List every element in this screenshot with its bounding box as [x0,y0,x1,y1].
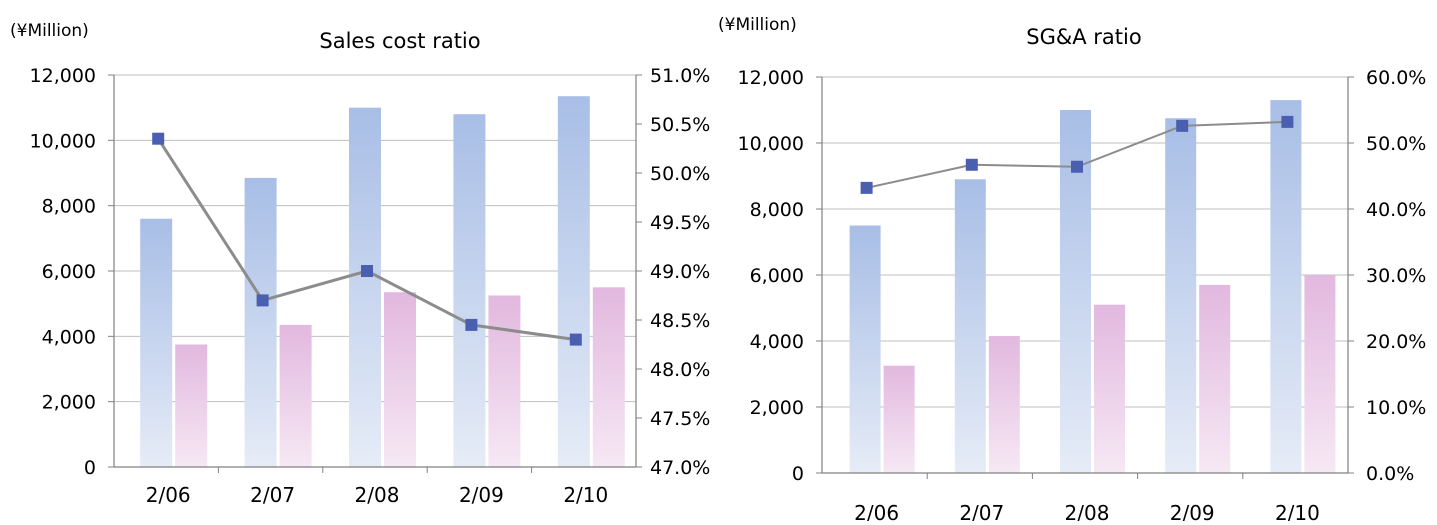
right-axis-tick-label: 51.0% [650,65,710,87]
bar-series2 [1094,304,1125,473]
chart1-unit-label: (¥Million) [10,21,89,41]
bar-series1 [244,177,277,467]
ratio-point-marker [965,158,978,171]
left-axis-tick-label: 2,000 [750,397,804,419]
category-tick-label: 2/08 [355,483,400,507]
ratio-point-marker [569,333,582,346]
right-axis-tick-label: 48.5% [650,310,710,332]
ratio-point-marker [1071,160,1083,173]
left-axis-tick-label: 12,000 [30,65,96,87]
right-axis-tick-label: 60.0% [1366,67,1426,89]
bar-series2 [883,365,915,473]
chart1-bars [140,96,625,468]
left-axis-tick-label: 8,000 [42,196,96,218]
ratio-point-marker [152,132,165,145]
left-axis-tick-label: 10,000 [30,130,96,152]
sga-ratio-chart: (¥Million) SG&A ratio 0 2,000 4,000 6,000 8,… [718,15,1426,525]
bar-series1 [1270,100,1302,473]
category-tick-label: 2/06 [146,483,191,507]
category-tick-label: 2/07 [959,501,1004,521]
left-axis-tick-label: 0 [792,463,804,485]
category-tick-label: 2/06 [854,501,899,521]
right-axis-tick-label: 47.5% [650,408,710,430]
ratio-point-marker [361,265,373,277]
right-axis-tick-label: 50.0% [650,163,710,185]
bar-series1 [849,225,881,473]
chart1-right-axis-ticks: 47.0% 47.5% 48.0% 48.5% 49.0% 49.5% 50.0% 50.5%… [650,65,710,479]
chart1-left-axis-ticks: 0 2,000 4,000 6,000 8,000 10,000 12,000 [30,65,96,479]
category-tick-label: 2/07 [250,483,295,507]
left-axis-tick-label: 4,000 [42,326,96,348]
chart2-axes [816,76,1354,479]
right-axis-tick-label: 40.0% [1366,199,1426,221]
right-axis-tick-label: 0.0% [1366,463,1414,485]
bar-series2 [384,292,416,467]
chart1-ratio-line [152,132,582,346]
right-axis-tick-label: 49.5% [650,212,710,234]
chart2-unit-label: (¥Million) [718,15,797,35]
chart2-right-axis-ticks: 0.0% 10.0% 20.0% 30.0% 40.0% 50.0% 60.0% [1366,67,1426,485]
right-axis-tick-label: 47.0% [650,457,710,479]
chart1-title: Sales cost ratio [319,29,480,53]
bar-series1 [557,96,590,467]
ratio-point-marker [465,318,478,331]
left-axis-tick-label: 0 [84,457,96,479]
left-axis-tick-label: 2,000 [42,392,96,414]
right-axis-tick-label: 20.0% [1366,331,1426,353]
category-tick-label: 2/10 [563,483,608,507]
left-axis-tick-label: 6,000 [750,265,804,287]
right-axis-tick-label: 10.0% [1366,397,1426,419]
bar-series2 [279,324,312,467]
chart2-ratio-line [860,115,1294,194]
bar-series1 [349,107,381,468]
bar-series2 [1199,284,1231,473]
bar-series2 [175,344,208,467]
bar-series2 [1304,275,1336,473]
bar-series1 [954,179,986,474]
chart1-axes [108,74,642,473]
left-axis-tick-label: 4,000 [750,331,804,353]
left-axis-tick-label: 10,000 [738,133,804,155]
bar-series1 [1165,118,1197,473]
sales-cost-ratio-chart: (¥Million) Sales cost ratio 0 2,000 4,000 6… [10,21,710,507]
chart2-category-ticks: 2/06 2/07 2/08 2/09 2/10 [854,501,1320,525]
ratio-point-marker [1281,115,1294,128]
chart2-left-axis-ticks: 0 2,000 4,000 6,000 8,000 10,000 12,000 [738,67,804,485]
ratio-point-marker [256,294,269,307]
ratio-point-marker [1176,119,1189,132]
category-tick-label: 2/08 [1065,501,1110,521]
bar-series2 [592,287,625,467]
right-axis-tick-label: 30.0% [1366,265,1426,287]
chart1-category-ticks: 2/06 2/07 2/08 2/09 2/10 [146,483,609,507]
left-axis-tick-label: 12,000 [738,67,804,89]
right-axis-tick-label: 48.0% [650,359,710,381]
left-axis-tick-label: 8,000 [750,199,804,221]
left-axis-tick-label: 6,000 [42,261,96,283]
bar-series1 [140,218,173,467]
bar-series2 [488,295,521,467]
ratio-point-marker [860,181,873,194]
bar-series1 [453,114,486,467]
right-axis-tick-label: 50.0% [1366,133,1426,155]
chart2-bars [849,100,1336,474]
right-axis-tick-label: 49.0% [650,261,710,283]
bar-series2 [988,336,1020,473]
chart2-title: SG&A ratio [1026,25,1141,49]
right-axis-tick-label: 50.5% [650,114,710,136]
category-tick-label: 2/09 [1170,501,1215,521]
category-tick-label: 2/10 [1275,501,1320,521]
category-tick-label: 2/09 [459,483,504,507]
